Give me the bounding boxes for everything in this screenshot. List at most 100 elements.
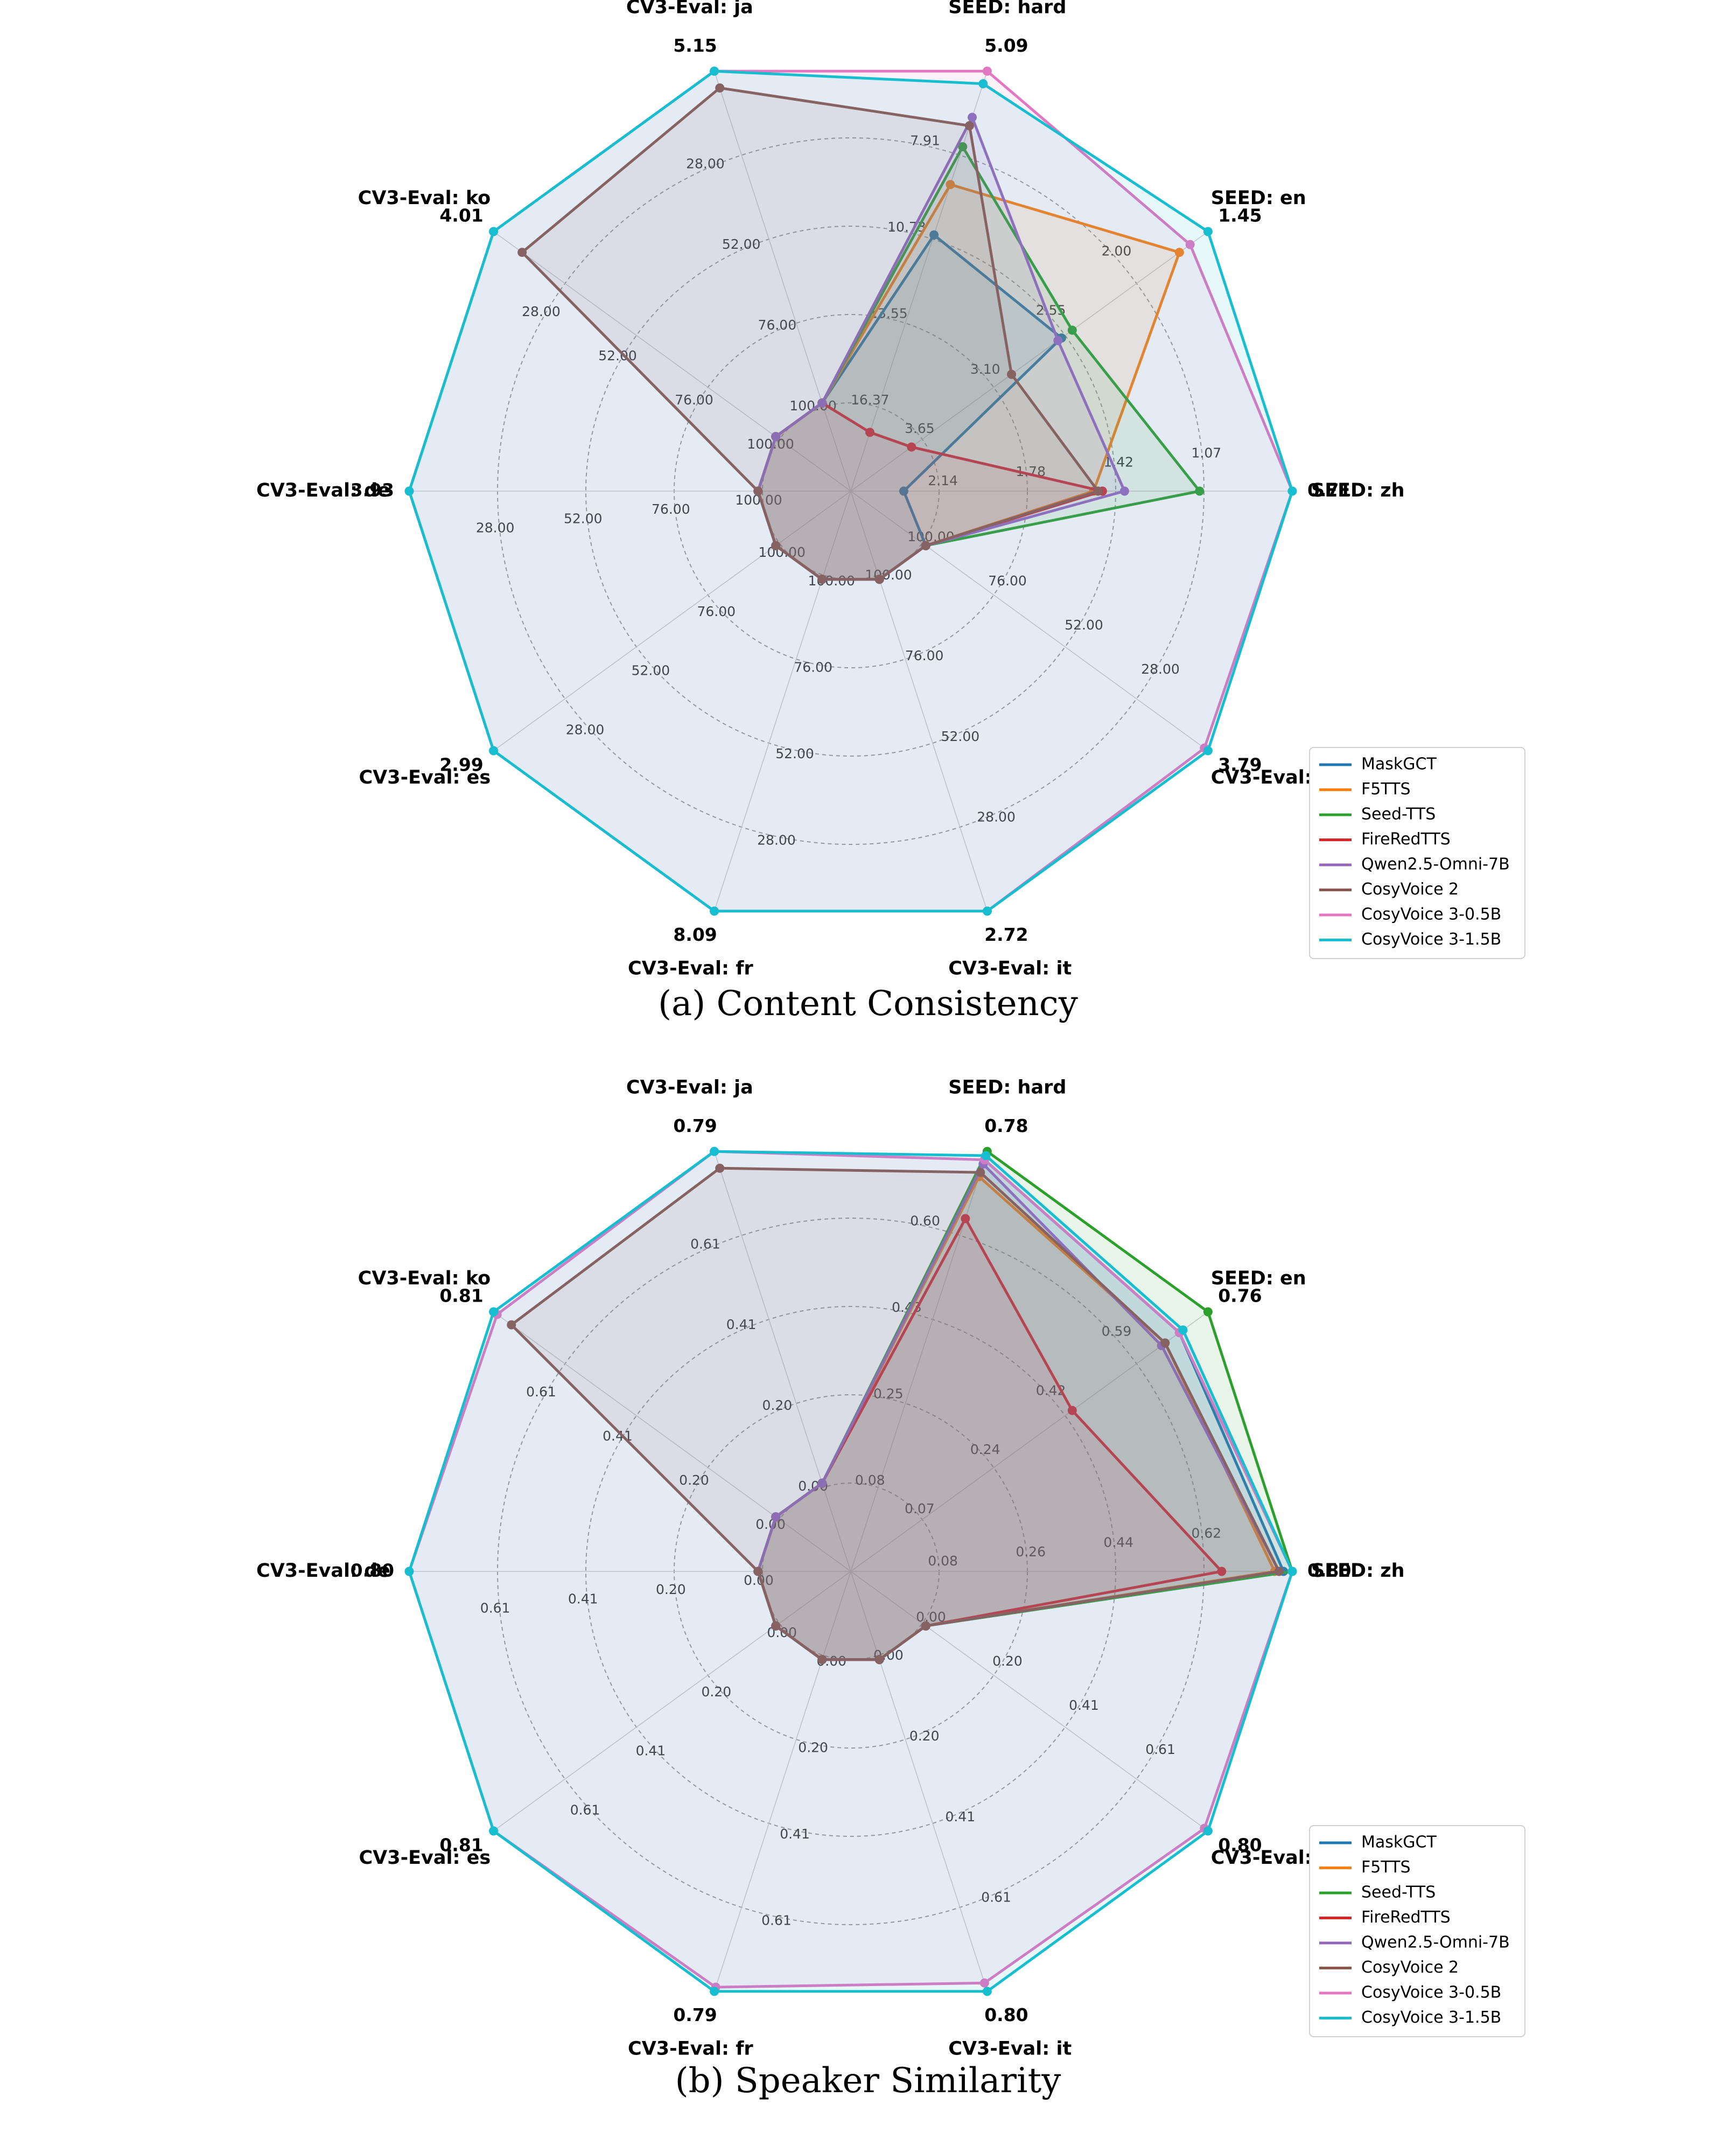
data-point xyxy=(1067,325,1077,335)
series-cosyvoice-3-0-5b xyxy=(404,66,1297,916)
ring-tick-label: 28.00 xyxy=(566,722,605,737)
legend-entry: FireRedTTS xyxy=(1361,830,1451,849)
axis-best-value: 4.01 xyxy=(439,205,483,226)
axis-best-value: 0.78 xyxy=(984,1115,1028,1136)
axis-best-value: 0.79 xyxy=(673,1115,717,1136)
ring-tick-label: 52.00 xyxy=(1065,617,1103,633)
axis-best-value: 2.99 xyxy=(439,754,483,775)
legend-entry: CosyVoice 3-0.5B xyxy=(1361,1983,1501,2002)
ring-tick-label: 2.00 xyxy=(1102,243,1132,259)
data-point xyxy=(771,541,781,550)
ring-tick-label: 0.20 xyxy=(798,1740,828,1756)
series-cosyvoice-3-1-5b xyxy=(404,66,1297,916)
ring-tick-label: 0.61 xyxy=(981,1890,1011,1905)
series-group xyxy=(404,1147,1297,1996)
data-point xyxy=(710,1987,719,1996)
data-point xyxy=(946,180,955,190)
axis-best-value: 0.81 xyxy=(439,1285,483,1306)
ring-tick-label: 0.61 xyxy=(761,1912,792,1928)
series-line xyxy=(408,69,1294,913)
ring-tick-label: 28.00 xyxy=(757,832,796,848)
radar-grid xyxy=(409,71,1292,912)
legend-entry: MaskGCT xyxy=(1361,755,1437,774)
ring-tick-labels: 0.080.260.440.620.070.240.420.590.080.25… xyxy=(480,1213,1221,1928)
data-point xyxy=(771,1621,781,1631)
legend-entry: Seed-TTS xyxy=(1361,1883,1436,1902)
grid-spoke xyxy=(713,1571,851,1992)
ring-tick-label: 2.14 xyxy=(928,473,958,488)
ring-tick-label: 76.00 xyxy=(675,392,713,408)
grid-spoke xyxy=(493,1311,851,1572)
grid-spoke xyxy=(713,71,851,492)
legend: MaskGCT F5TTS Seed-TTS FireRedTTS Qwen2.5-Om… xyxy=(1309,1825,1525,2037)
axis-label: CV3-Eval: es xyxy=(359,1847,491,1869)
data-point xyxy=(507,1320,516,1330)
axis-best-value: 0.80 xyxy=(1307,1560,1351,1581)
data-point xyxy=(982,906,992,916)
axis-label: SEED: zh xyxy=(1311,480,1405,501)
axis-label: CV3-Eval: it xyxy=(948,2038,1072,2059)
axis-best-value: 0.71 xyxy=(1307,480,1351,501)
data-point xyxy=(753,486,763,496)
axis-best-value: 1.45 xyxy=(1218,205,1262,226)
ring-tick-label: 1.07 xyxy=(1192,445,1222,461)
data-point xyxy=(489,1826,499,1836)
ring-tick-label: 0.20 xyxy=(656,1582,686,1597)
axis-label: CV3-Eval: ko xyxy=(358,187,491,209)
ring-tick-label: 76.00 xyxy=(988,573,1027,589)
data-point xyxy=(1203,1307,1213,1317)
axis-best-value: 8.09 xyxy=(673,924,717,945)
ring-tick-label: 0.61 xyxy=(570,1802,600,1818)
data-point xyxy=(1067,1406,1077,1415)
legend-entry: CosyVoice 2 xyxy=(1361,880,1459,899)
grid-spoke xyxy=(493,231,851,492)
data-point xyxy=(1160,1338,1170,1348)
axis-best-value: 3.79 xyxy=(1218,754,1262,775)
legend-entry: CosyVoice 2 xyxy=(1361,1958,1459,1977)
legend-entry: MaskGCT xyxy=(1361,1833,1437,1852)
legend-entry: CosyVoice 3-1.5B xyxy=(1361,930,1501,949)
ring-tick-label: 76.00 xyxy=(652,501,690,517)
ring-tick-label: 52.00 xyxy=(775,746,814,761)
content-consistency-radar: 2.141.781.421.073.653.102.552.0016.3713.… xyxy=(256,0,1525,1024)
ring-tick-label: 0.44 xyxy=(1103,1535,1133,1550)
data-point xyxy=(1174,248,1184,257)
axis-best-value: 0.80 xyxy=(1218,1835,1262,1856)
data-point xyxy=(1203,227,1213,236)
ring-tick-label: 0.41 xyxy=(1069,1697,1099,1713)
data-point xyxy=(817,1655,827,1665)
legend-entry: F5TTS xyxy=(1361,780,1411,799)
data-point xyxy=(1119,486,1129,496)
data-point xyxy=(710,906,719,916)
ring-tick-label: 0.61 xyxy=(480,1600,510,1616)
data-point xyxy=(404,486,414,496)
ring-tick-label: 76.00 xyxy=(697,604,736,619)
axis-best-value: 0.80 xyxy=(984,2004,1028,2025)
axis-label: CV3-Eval: ja xyxy=(626,1077,753,1099)
data-point xyxy=(710,1147,719,1156)
data-point xyxy=(715,1163,725,1173)
legend: MaskGCT F5TTS Seed-TTS FireRedTTS Qwen2.5-Om… xyxy=(1309,747,1525,959)
ring-tick-label: 0.41 xyxy=(780,1826,810,1842)
legend-entry: Qwen2.5-Omni-7B xyxy=(1361,1933,1510,1952)
data-point xyxy=(753,1567,763,1576)
data-point xyxy=(899,486,908,496)
data-point xyxy=(771,1512,781,1522)
series-cosyvoice-2 xyxy=(507,1163,1284,1665)
grid-spoke xyxy=(713,491,851,912)
grid-spoke xyxy=(850,1311,1208,1572)
axis-best-value: 5.15 xyxy=(673,35,717,56)
axis-label: CV3-Eval: es xyxy=(359,767,491,788)
series-group xyxy=(404,66,1297,916)
data-point xyxy=(982,1987,992,1996)
data-point xyxy=(874,1655,884,1665)
ring-tick-label: 28.00 xyxy=(1141,661,1180,677)
data-point xyxy=(489,1307,499,1317)
axis-best-value: 0.80 xyxy=(351,1560,394,1581)
axis-best-value: 0.81 xyxy=(439,1835,483,1856)
data-point xyxy=(961,1214,970,1224)
ring-tick-label: 28.00 xyxy=(686,156,725,171)
ring-tick-label: 0.62 xyxy=(1192,1526,1222,1541)
data-point xyxy=(1287,486,1297,496)
